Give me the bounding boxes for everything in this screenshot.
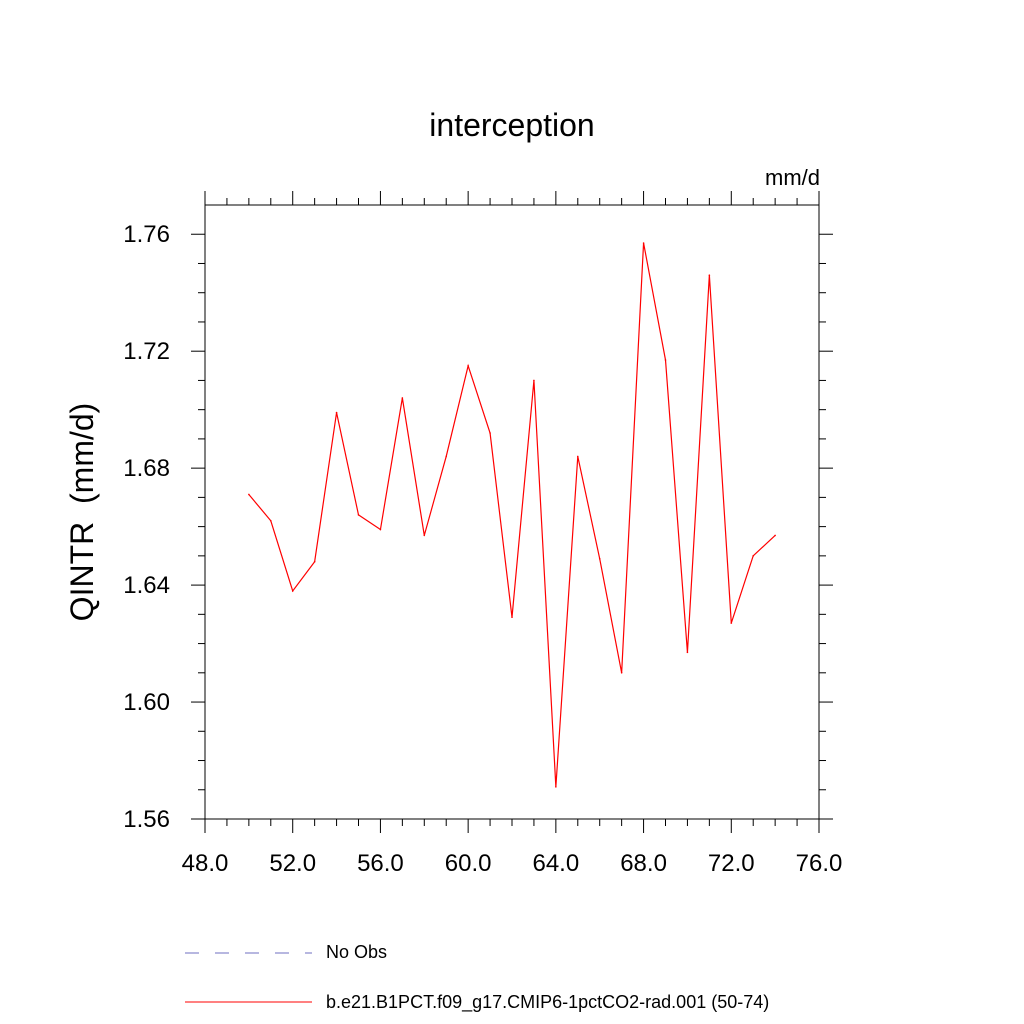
y-axis-label: QINTR (mm/d) bbox=[64, 403, 100, 622]
data-point bbox=[664, 359, 667, 361]
x-tick-label: 52.0 bbox=[269, 850, 316, 877]
y-tick-label: 1.56 bbox=[123, 806, 170, 833]
y-tick-label: 1.60 bbox=[123, 689, 170, 716]
data-point bbox=[467, 365, 469, 367]
data-point bbox=[269, 519, 272, 522]
data-point bbox=[686, 651, 689, 654]
data-point bbox=[401, 397, 404, 399]
data-point bbox=[357, 514, 360, 516]
y-tick-label: 1.72 bbox=[123, 338, 170, 365]
x-tick-label: 56.0 bbox=[357, 850, 404, 877]
x-tick-label: 64.0 bbox=[532, 850, 579, 877]
y-tick-label: 1.68 bbox=[123, 455, 170, 482]
data-point bbox=[335, 411, 338, 414]
x-tick-label: 76.0 bbox=[796, 850, 843, 877]
data-point bbox=[642, 242, 645, 244]
series-line bbox=[248, 242, 776, 787]
data-point bbox=[248, 493, 250, 496]
data-point bbox=[708, 274, 711, 276]
axis-tick-labels: 48.0 52.0 56.0 60.0 64.0 68.0 72.0 76.0 1.56 1.60… bbox=[123, 221, 842, 877]
legend-lines bbox=[185, 952, 312, 1003]
data-point bbox=[620, 672, 623, 674]
data-point bbox=[774, 534, 776, 537]
data-point bbox=[445, 455, 448, 458]
data-point bbox=[379, 528, 382, 531]
data-point bbox=[313, 560, 316, 563]
data-point bbox=[752, 555, 755, 557]
data-point bbox=[730, 622, 733, 624]
data-point bbox=[423, 534, 426, 537]
y-tick-label: 1.76 bbox=[123, 221, 170, 248]
data-point bbox=[576, 455, 579, 458]
data-point bbox=[511, 616, 513, 619]
data-point bbox=[533, 379, 535, 382]
x-tick-label: 60.0 bbox=[445, 850, 492, 877]
series-layer bbox=[248, 242, 776, 788]
data-point bbox=[555, 786, 557, 788]
x-tick-label: 48.0 bbox=[182, 850, 229, 877]
plot-frame bbox=[204, 204, 820, 820]
data-point bbox=[489, 432, 491, 434]
data-point bbox=[291, 590, 294, 592]
axis-ticks bbox=[191, 191, 833, 833]
x-tick-label: 68.0 bbox=[620, 850, 667, 877]
units-label: mm/d bbox=[765, 165, 820, 190]
y-tick-label: 1.64 bbox=[123, 572, 170, 599]
data-point bbox=[598, 557, 601, 560]
chart-title: interception bbox=[429, 107, 594, 143]
x-tick-label: 72.0 bbox=[708, 850, 755, 877]
